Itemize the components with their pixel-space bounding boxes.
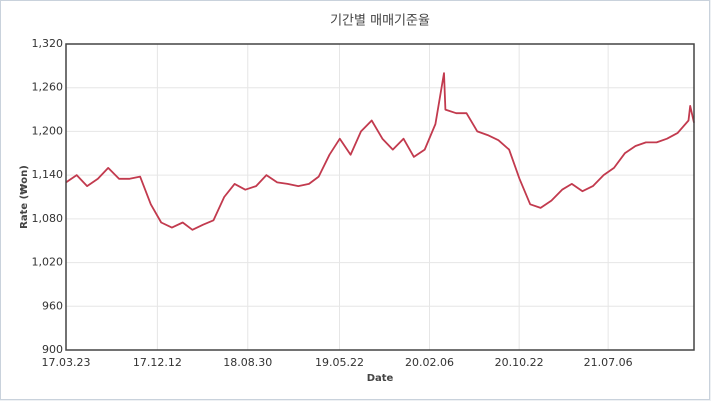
y-tick-label: 1,320 <box>32 37 64 50</box>
plot-border <box>65 43 695 351</box>
x-axis-title: Date <box>367 373 394 384</box>
x-tick-label: 19.05.22 <box>315 356 364 369</box>
x-tick-label: 17.03.23 <box>42 356 91 369</box>
y-tick-label: 1,080 <box>32 212 64 225</box>
x-tick-label: 18.08.30 <box>223 356 272 369</box>
y-tick-label: 1,260 <box>32 81 64 94</box>
x-tick-label: 21.07.06 <box>584 356 633 369</box>
y-axis-title: Rate (₩on) <box>19 165 30 229</box>
y-tick-label: 960 <box>42 299 63 312</box>
y-tick-label: 900 <box>42 343 63 356</box>
x-tick-label: 20.10.22 <box>495 356 544 369</box>
y-tick-label: 1,020 <box>32 256 64 269</box>
y-tick-label: 1,200 <box>32 124 64 137</box>
chart-title: 기간별 매매기준율 <box>330 14 430 29</box>
y-tick-label: 1,140 <box>32 168 64 181</box>
x-tick-label: 20.02.06 <box>405 356 454 369</box>
x-tick-label: 17.12.12 <box>133 356 182 369</box>
line-series <box>65 72 695 231</box>
